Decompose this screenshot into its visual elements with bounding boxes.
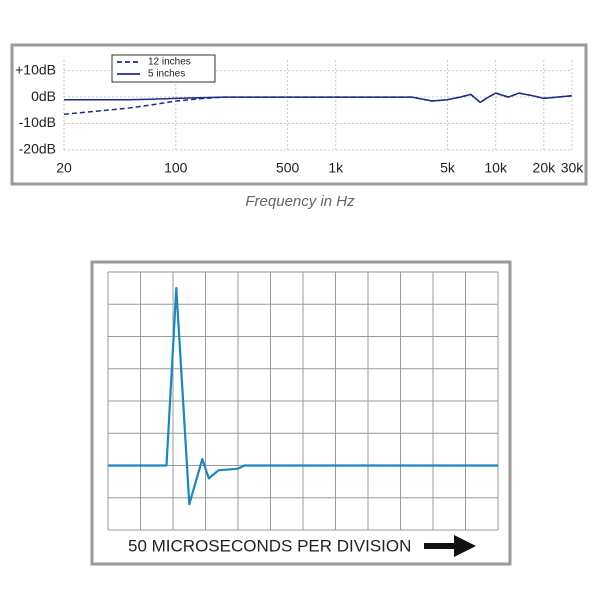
arrow [424,535,476,557]
x-tick-label: 100 [164,160,188,176]
x-tick-label: 5k [440,160,456,176]
y-tick-label: -10dB [19,114,56,130]
data-line [108,287,498,506]
x-axis-label: 50 MICROSECONDS PER DIVISION [128,536,411,555]
chart-frame [10,43,588,186]
x-tick-label: 20 [56,160,72,176]
x-tick-label: 10k [484,160,508,176]
y-tick-label: +10dB [15,61,56,77]
x-tick-label: 1k [328,160,344,176]
x-tick-label: 30k [561,160,585,176]
legend-label: 5 inches [148,69,185,80]
chart-frame [90,260,512,566]
data-line [64,92,573,104]
x-tick-label: 500 [276,160,300,176]
x-tick-label: 20k [533,160,557,176]
legend-label: 12 inches [148,57,191,68]
y-tick-label: 0dB [31,88,56,104]
y-tick-label: -20dB [19,141,56,157]
legend-box [111,54,216,83]
x-axis-label: Frequency in Hz [245,193,355,210]
